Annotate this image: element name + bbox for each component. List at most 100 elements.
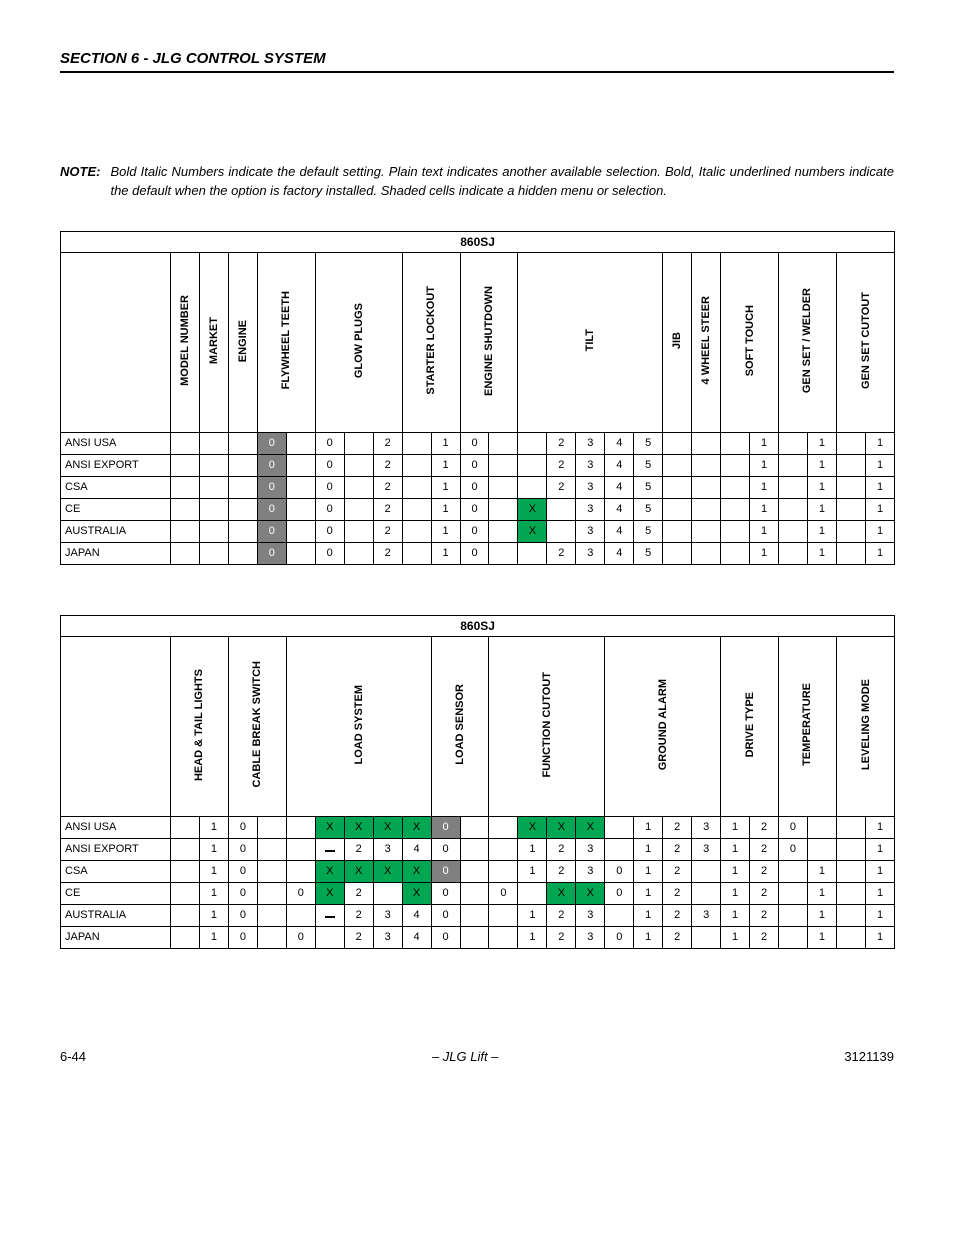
config-cell: 0 (286, 882, 315, 904)
config-cell: 1 (721, 838, 750, 860)
config-cell (836, 816, 865, 838)
config-cell: 0 (605, 882, 634, 904)
config-cell (286, 454, 315, 476)
config-cell (836, 432, 865, 454)
config-cell (460, 882, 489, 904)
config-cell: 0 (460, 454, 489, 476)
config-cell (721, 498, 750, 520)
column-header: HEAD & TAIL LIGHTS (171, 636, 229, 816)
config-cell (344, 476, 373, 498)
config-cell: X (402, 860, 431, 882)
config-cell: 1 (518, 838, 547, 860)
config-cell: 1 (199, 838, 228, 860)
config-cell (344, 498, 373, 520)
config-cell (286, 476, 315, 498)
footer-right: 3121139 (844, 1049, 894, 1064)
config-cell (344, 542, 373, 564)
config-cell (257, 838, 286, 860)
config-cell: 1 (431, 432, 460, 454)
config-cell (692, 542, 721, 564)
config-cell: 1 (199, 926, 228, 948)
config-cell (692, 476, 721, 498)
config-cell (460, 838, 489, 860)
config-cell (286, 520, 315, 542)
config-cell: X (402, 882, 431, 904)
config-cell (171, 904, 200, 926)
config-cell (402, 432, 431, 454)
config-cell: 4 (402, 926, 431, 948)
config-cell (489, 454, 518, 476)
config-cell: 1 (865, 498, 894, 520)
config-cell: 0 (286, 926, 315, 948)
row-label: ANSI USA (61, 816, 171, 838)
config-cell (836, 882, 865, 904)
config-cell (547, 520, 576, 542)
config-cell (171, 926, 200, 948)
config-cell (315, 926, 344, 948)
column-header: MODEL NUMBER (171, 252, 200, 432)
config-cell: 1 (199, 882, 228, 904)
config-cell: 0 (489, 882, 518, 904)
config-cell: 2 (663, 882, 692, 904)
row-label: JAPAN (61, 542, 171, 564)
config-cell: 1 (807, 542, 836, 564)
config-cell: 0 (431, 816, 460, 838)
config-cell (692, 432, 721, 454)
column-header: LOAD SYSTEM (286, 636, 431, 816)
config-cell: X (547, 816, 576, 838)
config-cell: X (344, 816, 373, 838)
config-cell (257, 816, 286, 838)
config-cell (836, 520, 865, 542)
note-label: NOTE: (60, 163, 100, 201)
config-cell: 0 (228, 882, 257, 904)
config-cell (171, 432, 200, 454)
config-cell: 1 (634, 904, 663, 926)
row-label: AUSTRALIA (61, 904, 171, 926)
config-cell: 2 (750, 926, 779, 948)
config-cell: X (373, 860, 402, 882)
config-cell (605, 838, 634, 860)
config-cell: 5 (634, 498, 663, 520)
config-cell: 2 (547, 542, 576, 564)
config-cell: 2 (344, 904, 373, 926)
config-cell: 5 (634, 542, 663, 564)
column-header: STARTER LOCKOUT (402, 252, 460, 432)
config-cell (228, 520, 257, 542)
section-header: SECTION 6 - JLG CONTROL SYSTEM (60, 50, 894, 73)
config-cell: 0 (460, 476, 489, 498)
config-cell (286, 838, 315, 860)
config-cell: 0 (460, 498, 489, 520)
config-cell: 1 (431, 542, 460, 564)
config-cell: 3 (576, 432, 605, 454)
config-cell (171, 838, 200, 860)
config-cell: 1 (807, 882, 836, 904)
config-cell: 4 (605, 498, 634, 520)
config-cell: 0 (779, 838, 808, 860)
config-cell: 3 (692, 816, 721, 838)
config-cell: 1 (721, 904, 750, 926)
config-cell (489, 432, 518, 454)
config-cell: 1 (750, 454, 779, 476)
config-cell: 5 (634, 432, 663, 454)
config-cell (692, 860, 721, 882)
config-cell (836, 904, 865, 926)
config-cell: 3 (373, 904, 402, 926)
config-cell: 0 (460, 542, 489, 564)
config-cell: X (373, 816, 402, 838)
config-cell: 2 (373, 432, 402, 454)
config-cell (228, 542, 257, 564)
config-cell: 1 (634, 816, 663, 838)
config-cell: 2 (344, 882, 373, 904)
config-cell: X (547, 882, 576, 904)
config-cell: 2 (373, 476, 402, 498)
config-cell (402, 520, 431, 542)
config-cell (721, 432, 750, 454)
config-cell (807, 816, 836, 838)
config-cell: 3 (576, 838, 605, 860)
config-cell: 2 (547, 476, 576, 498)
config-cell: 0 (315, 498, 344, 520)
config-cell (663, 498, 692, 520)
config-cell (228, 432, 257, 454)
column-header (61, 252, 171, 432)
config-cell: 1 (807, 860, 836, 882)
